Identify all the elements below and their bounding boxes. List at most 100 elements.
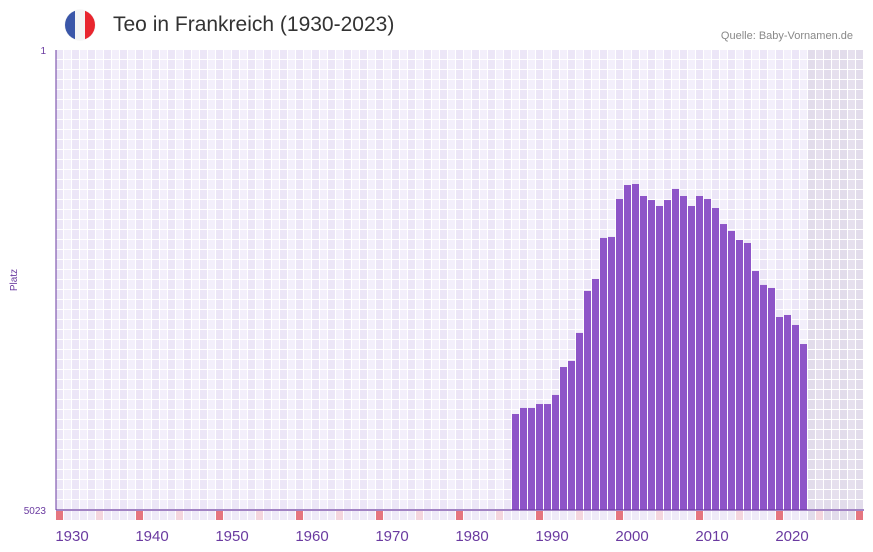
grid-cell bbox=[464, 130, 471, 139]
grid-cell bbox=[480, 180, 487, 189]
grid-cell bbox=[440, 480, 447, 489]
grid-cell bbox=[392, 100, 399, 109]
grid-cell bbox=[176, 360, 183, 369]
grid-cell bbox=[472, 110, 479, 119]
grid-cell bbox=[88, 90, 95, 99]
grid-cell bbox=[488, 480, 495, 489]
grid-cell bbox=[448, 420, 455, 429]
grid-cell bbox=[568, 240, 575, 249]
grid-cell bbox=[400, 280, 407, 289]
grid-cell bbox=[256, 500, 263, 509]
grid-cell bbox=[856, 90, 863, 99]
grid-cell bbox=[376, 380, 383, 389]
grid-cell bbox=[96, 270, 103, 279]
grid-cell bbox=[96, 430, 103, 439]
grid-cell bbox=[360, 420, 367, 429]
grid-cell bbox=[848, 390, 855, 399]
grid-cell bbox=[56, 400, 63, 409]
grid-cell bbox=[144, 110, 151, 119]
grid-cell bbox=[160, 110, 167, 119]
grid-cell bbox=[776, 60, 783, 69]
grid-cell bbox=[232, 310, 239, 319]
grid-cell bbox=[144, 330, 151, 339]
year-marker bbox=[688, 511, 695, 520]
grid-cell bbox=[336, 240, 343, 249]
grid-cell bbox=[416, 290, 423, 299]
grid-cell bbox=[376, 370, 383, 379]
grid-cell bbox=[496, 280, 503, 289]
grid-cell bbox=[448, 430, 455, 439]
grid-cell bbox=[64, 70, 71, 79]
grid-cell bbox=[480, 450, 487, 459]
grid-cell bbox=[824, 300, 831, 309]
year-marker bbox=[592, 511, 599, 520]
grid-cell bbox=[288, 80, 295, 89]
grid-cell bbox=[608, 100, 615, 109]
grid-cell bbox=[352, 500, 359, 509]
grid-cell bbox=[416, 310, 423, 319]
grid-cell bbox=[176, 230, 183, 239]
grid-cell bbox=[416, 140, 423, 149]
grid-cell bbox=[600, 80, 607, 89]
grid-cell bbox=[256, 290, 263, 299]
grid-cell bbox=[360, 310, 367, 319]
grid-cell bbox=[464, 420, 471, 429]
grid-cell bbox=[56, 270, 63, 279]
grid-cell bbox=[248, 280, 255, 289]
grid-cell bbox=[720, 150, 727, 159]
grid-cell bbox=[136, 210, 143, 219]
grid-cell bbox=[304, 180, 311, 189]
grid-cell bbox=[488, 120, 495, 129]
grid-cell bbox=[712, 50, 719, 59]
grid-cell bbox=[336, 190, 343, 199]
grid-cell bbox=[96, 350, 103, 359]
grid-cell bbox=[488, 380, 495, 389]
grid-cell bbox=[664, 50, 671, 59]
grid-cell bbox=[424, 170, 431, 179]
grid-cell bbox=[184, 140, 191, 149]
grid-cell bbox=[256, 370, 263, 379]
grid-cell bbox=[376, 480, 383, 489]
grid-cell bbox=[696, 90, 703, 99]
grid-cell bbox=[480, 230, 487, 239]
grid-cell bbox=[344, 330, 351, 339]
grid-cell bbox=[120, 360, 127, 369]
grid-cell bbox=[448, 480, 455, 489]
grid-cell bbox=[216, 240, 223, 249]
source-link[interactable]: Quelle: Baby-Vornamen.de bbox=[720, 30, 853, 42]
grid-cell bbox=[232, 500, 239, 509]
grid-cell bbox=[184, 310, 191, 319]
grid-cell bbox=[424, 210, 431, 219]
grid-cell bbox=[320, 350, 327, 359]
grid-cell bbox=[360, 80, 367, 89]
grid-cell bbox=[480, 370, 487, 379]
grid-cell bbox=[368, 260, 375, 269]
grid-cell bbox=[400, 450, 407, 459]
grid-cell bbox=[408, 200, 415, 209]
grid-cell bbox=[544, 260, 551, 269]
grid-cell bbox=[264, 300, 271, 309]
grid-cell bbox=[416, 280, 423, 289]
grid-cell bbox=[768, 170, 775, 179]
grid-cell bbox=[304, 320, 311, 329]
grid-cell bbox=[368, 60, 375, 69]
grid-cell bbox=[816, 350, 823, 359]
grid-cell bbox=[264, 310, 271, 319]
grid-cell bbox=[144, 340, 151, 349]
grid-cell bbox=[448, 280, 455, 289]
grid-cell bbox=[496, 70, 503, 79]
grid-cell bbox=[360, 480, 367, 489]
grid-cell bbox=[312, 70, 319, 79]
grid-cell bbox=[792, 250, 799, 259]
grid-cell bbox=[824, 70, 831, 79]
y-tick-label: 1 bbox=[40, 46, 46, 57]
grid-cell bbox=[144, 170, 151, 179]
grid-cell bbox=[408, 290, 415, 299]
grid-cell bbox=[736, 130, 743, 139]
grid-cell bbox=[352, 490, 359, 499]
grid-cell bbox=[720, 140, 727, 149]
grid-cell bbox=[104, 490, 111, 499]
grid-cell bbox=[816, 200, 823, 209]
grid-cell bbox=[472, 450, 479, 459]
grid-cell bbox=[88, 500, 95, 509]
